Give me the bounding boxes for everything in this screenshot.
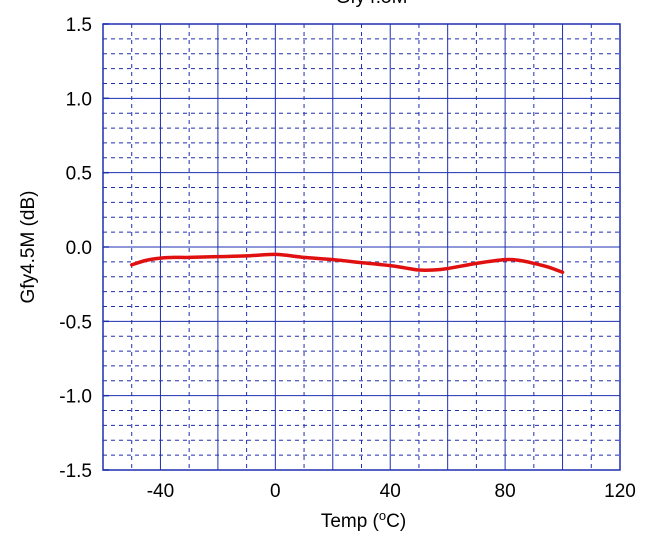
series-layer: [129, 252, 565, 275]
y-axis-label: Gfy4.5M (dB): [18, 191, 39, 304]
y-tick-label: -1.0: [59, 387, 92, 408]
y-tick-label: 1.0: [66, 89, 92, 110]
x-tick-label: 40: [380, 481, 401, 502]
y-tick-label: -0.5: [59, 312, 92, 333]
x-axis-label-unit: C): [386, 511, 406, 532]
x-tick-label: 80: [495, 481, 516, 502]
x-axis-label-superscript: o: [379, 508, 386, 523]
y-tick-label: 0.0: [66, 238, 92, 259]
x-tick-label: 0: [270, 481, 281, 502]
y-tick-label: 1.5: [66, 15, 92, 36]
y-tick-label: 0.5: [66, 164, 92, 185]
x-tick-labels: -40 0 40 80 120: [147, 481, 636, 502]
x-tick-label: 120: [604, 481, 636, 502]
series-line: [129, 252, 565, 275]
y-tick-labels: -1.5 -1.0 -0.5 0.0 0.5 1.0 1.5: [59, 15, 92, 482]
y-tick-label: -1.5: [59, 461, 92, 482]
x-tick-label: -40: [147, 481, 174, 502]
x-axis-label-main: Temp (: [321, 511, 380, 532]
chart-title: Gfy4.5M: [336, 0, 408, 8]
plot-frame: [102, 23, 621, 471]
x-axis-label: Temp (oC): [321, 508, 406, 532]
